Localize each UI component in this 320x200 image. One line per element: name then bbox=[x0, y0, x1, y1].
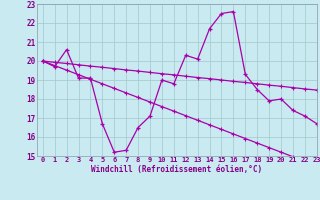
X-axis label: Windchill (Refroidissement éolien,°C): Windchill (Refroidissement éolien,°C) bbox=[91, 165, 262, 174]
